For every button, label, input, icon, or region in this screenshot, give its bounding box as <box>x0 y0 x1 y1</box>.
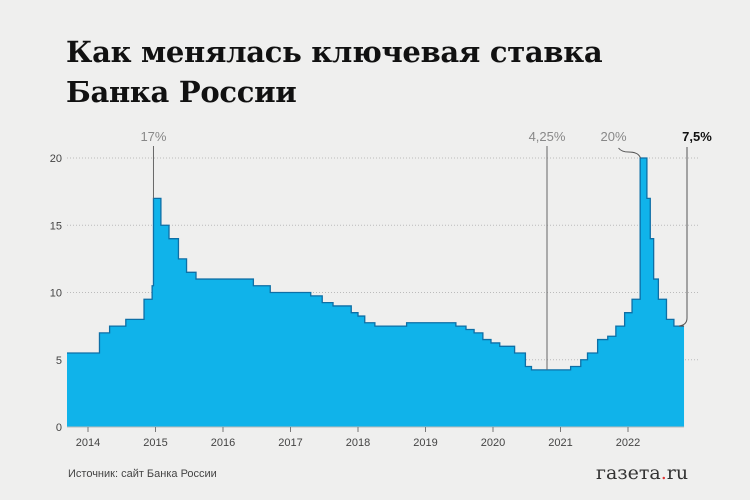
y-tick-label: 5 <box>56 355 62 367</box>
chart-title: Как менялась ключевая ставка Банка Росси… <box>66 32 603 112</box>
x-tick-label: 2019 <box>413 437 437 449</box>
rate-line <box>67 157 685 371</box>
annotation-leader <box>678 147 688 327</box>
annotation-label: 20% <box>600 129 626 144</box>
x-tick-label: 2017 <box>278 437 302 449</box>
source-note: Источник: сайт Банка России <box>68 468 217 480</box>
rate-area <box>67 158 685 427</box>
chart-title-line1: Как менялась ключевая ставка <box>66 35 603 69</box>
x-tick-label: 2018 <box>346 437 370 449</box>
x-tick-label: 2020 <box>481 437 505 449</box>
x-tick-label: 2021 <box>548 437 572 449</box>
y-tick-label: 15 <box>50 220 62 232</box>
y-tick-label: 0 <box>56 422 62 434</box>
annotation-leader <box>618 147 641 159</box>
publisher-logo: газета.ru <box>596 462 688 484</box>
y-tick-label: 10 <box>50 288 62 300</box>
x-tick-label: 2016 <box>211 437 235 449</box>
x-tick-label: 2014 <box>76 437 100 449</box>
logo-text: газета <box>596 462 661 484</box>
annotation-label-current: 7,5% <box>682 129 712 144</box>
chart-title-line2: Банка России <box>66 75 297 109</box>
logo-domain: ru <box>666 462 689 484</box>
annotation-label: 4,25% <box>529 129 566 144</box>
x-tick-label: 2015 <box>143 437 167 449</box>
logo-dot: . <box>660 462 667 484</box>
x-tick-label: 2022 <box>616 437 640 449</box>
annotation-label: 17% <box>140 129 166 144</box>
y-tick-label: 20 <box>50 153 62 165</box>
